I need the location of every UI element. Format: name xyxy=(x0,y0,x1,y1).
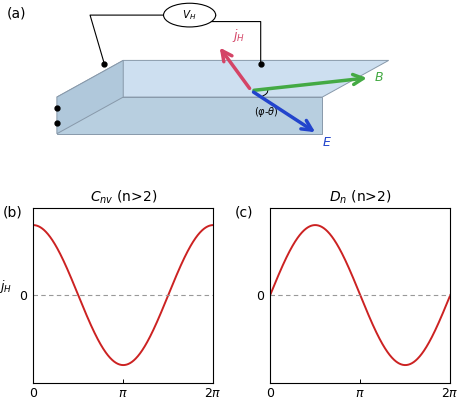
Polygon shape xyxy=(57,60,123,134)
Text: $B$: $B$ xyxy=(374,71,384,84)
Text: ($\varphi$-$\theta$): ($\varphi$-$\theta$) xyxy=(254,105,278,118)
Polygon shape xyxy=(57,97,322,134)
Text: (c): (c) xyxy=(235,206,253,219)
Circle shape xyxy=(164,3,216,27)
Polygon shape xyxy=(57,60,389,97)
X-axis label: $\varphi$-$\theta$: $\varphi$-$\theta$ xyxy=(349,406,371,407)
Text: $V_H$: $V_H$ xyxy=(182,8,197,22)
Text: $j_H$: $j_H$ xyxy=(232,27,246,44)
Text: $E$: $E$ xyxy=(322,136,332,149)
Title: $C_{nv}$ (n>2): $C_{nv}$ (n>2) xyxy=(90,189,157,206)
X-axis label: $\varphi$-$\theta$: $\varphi$-$\theta$ xyxy=(112,406,134,407)
Title: $D_n$ (n>2): $D_n$ (n>2) xyxy=(329,189,392,206)
Y-axis label: $j_H$: $j_H$ xyxy=(0,278,12,295)
Text: (b): (b) xyxy=(2,206,22,219)
Text: (a): (a) xyxy=(7,7,27,20)
